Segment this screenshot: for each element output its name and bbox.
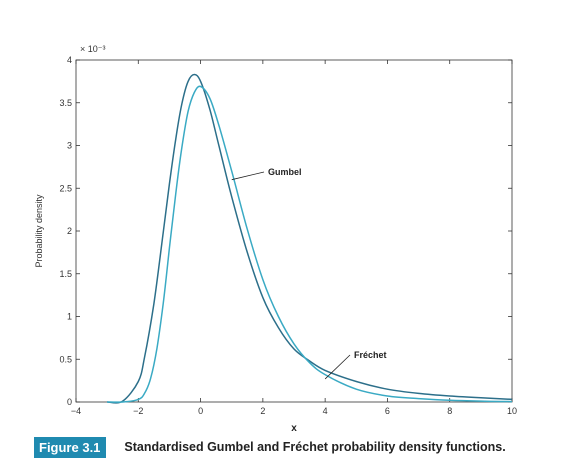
x-tick-label: −2 <box>133 406 143 416</box>
y-tick-label: 4 <box>67 55 72 65</box>
y-tick-label: 2 <box>67 226 72 236</box>
y-exponent-label: × 10⁻³ <box>80 44 106 54</box>
y-tick-label: 1.5 <box>59 269 72 279</box>
x-axis: −4 −2 0 2 4 6 8 10 <box>71 60 517 416</box>
x-tick-label: 6 <box>385 406 390 416</box>
plot-area-frame <box>75 59 513 403</box>
y-tick-label: 3.5 <box>59 98 72 108</box>
y-tick-label: 1 <box>67 312 72 322</box>
x-tick-label: −4 <box>71 406 81 416</box>
y-tick-label: 3 <box>67 141 72 151</box>
annotation-arrow <box>231 171 265 181</box>
y-axis: 0 0.5 1 1.5 2 2.5 3 3.5 4 <box>59 55 512 407</box>
series-layer <box>107 73 513 404</box>
x-tick-label: 10 <box>507 406 517 416</box>
x-tick-label: 2 <box>260 406 265 416</box>
x-tick-label: 0 <box>198 406 203 416</box>
series-line-gumbel <box>107 73 513 404</box>
annotation-label: Fréchet <box>354 350 387 360</box>
x-tick-label: 8 <box>447 406 452 416</box>
series-line-frchet <box>107 85 513 403</box>
caption-text: Standardised Gumbel and Fréchet probabil… <box>124 440 506 454</box>
figure-caption: Figure 3.1 Standardised Gumbel and Fréch… <box>34 436 506 458</box>
y-tick-label: 2.5 <box>59 183 72 193</box>
x-tick-label: 4 <box>323 406 328 416</box>
y-tick-label: 0.5 <box>59 354 72 364</box>
annotation-label: Gumbel <box>268 167 302 177</box>
y-axis-label: Probability density <box>34 194 44 268</box>
annotation-arrow <box>324 354 351 380</box>
annotation-layer: Gumbel Fréchet <box>231 167 387 380</box>
figure-number-badge: Figure 3.1 <box>34 436 107 458</box>
x-axis-label: x <box>291 423 297 434</box>
y-tick-label: 0 <box>67 397 72 407</box>
